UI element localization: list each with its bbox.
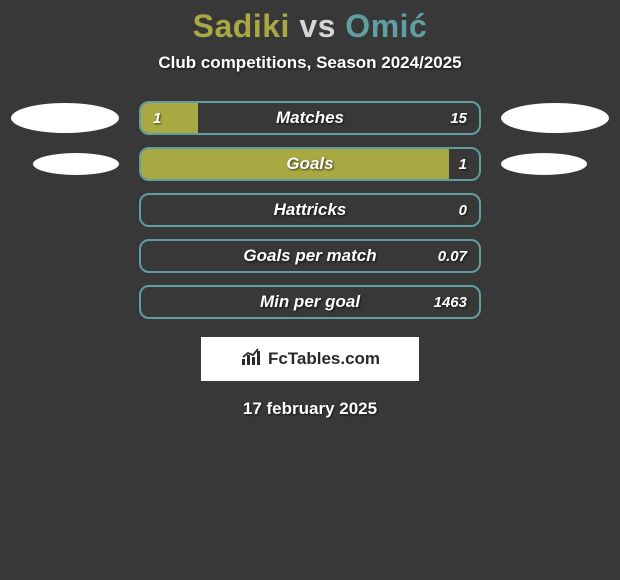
bar-label: Matches [141,103,479,133]
date: 17 february 2025 [0,399,620,419]
title-vs: vs [290,8,345,44]
bar-value-right: 15 [450,103,467,133]
stat-bar: Matches1 15 [139,101,481,135]
bar-value-left: 1 [153,103,161,133]
bars-group: Hattricks0 Goals per match0.07 Min per goa… [139,193,481,319]
bar-label: Hattricks [141,195,479,225]
bar-value-right: 1 [459,149,467,179]
ellipse-left [11,103,119,133]
ellipse-left [33,153,119,175]
subtitle: Club competitions, Season 2024/2025 [0,53,620,73]
bars-region: Matches115Goals1Hattricks0Goals per matc… [0,101,620,319]
infographic-container: Sadiki vs Omić Club competitions, Season… [0,0,620,419]
brand-text: FcTables.com [268,349,380,369]
ellipse-right [501,103,609,133]
title: Sadiki vs Omić [0,8,620,45]
bar-label: Goals per match [141,241,479,271]
chart-icon [240,347,264,372]
bar-value-right: 0 [459,195,467,225]
title-player1: Sadiki [193,8,290,44]
stat-bar: Goals per match0.07 [139,239,481,273]
bar-label: Goals [141,149,479,179]
ellipse-right [501,153,587,175]
bar-row: Matches1 15 [0,101,620,135]
bar-label: Min per goal [141,287,479,317]
bar-value-right: 1463 [434,287,467,317]
bar-row: Goals1 [0,147,620,181]
bar-value-right: 0.07 [438,241,467,271]
stat-bar: Min per goal1463 [139,285,481,319]
stat-bar: Goals1 [139,147,481,181]
brand-box: FcTables.com [201,337,419,381]
stat-bar: Hattricks0 [139,193,481,227]
title-player2: Omić [345,8,427,44]
